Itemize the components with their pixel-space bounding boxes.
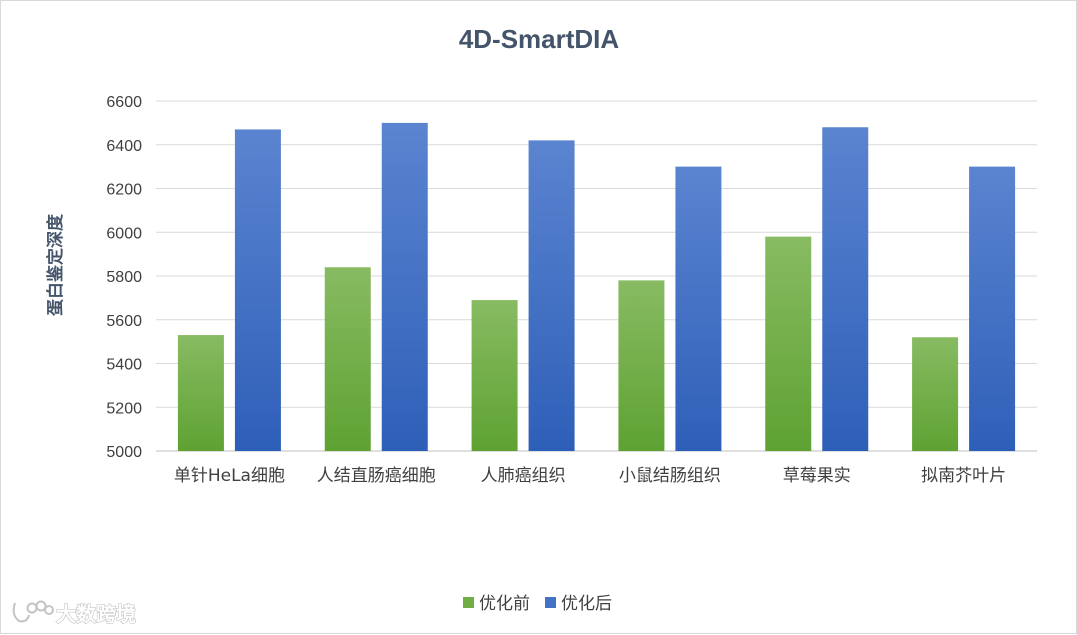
bar-before [618, 280, 665, 451]
y-tick-label: 6200 [106, 182, 142, 199]
y-tick-label: 5800 [106, 269, 142, 286]
watermark: 大数跨境 [12, 600, 137, 627]
bar-before [912, 337, 959, 451]
legend-label: 优化后 [561, 594, 612, 614]
x-tick-label: 单针HeLa细胞 [174, 466, 285, 486]
bar-before [471, 300, 518, 451]
y-tick-label: 6600 [106, 94, 142, 111]
x-tick-label: 拟南芥叶片 [921, 466, 1006, 486]
y-tick-label: 5600 [106, 313, 142, 330]
bar-after [528, 140, 575, 451]
bar-after [822, 127, 869, 451]
y-tick-label: 6400 [106, 138, 142, 155]
legend: 优化前 优化后 [463, 594, 612, 614]
gridlines [156, 100, 1037, 452]
bar-before [324, 267, 371, 451]
y-tick-label: 5400 [106, 357, 142, 374]
x-axis-ticks: 单针HeLa细胞 人结直肠癌细胞 人肺癌组织 小鼠结肠组织 草莓果实 拟南芥叶片 [174, 466, 1006, 486]
x-tick-label: 人结直肠癌细胞 [317, 466, 436, 486]
watermark-text: 大数跨境 [56, 602, 136, 626]
y-axis-ticks: 5000 5200 5400 5600 5800 6000 6200 6400 6600 [106, 94, 142, 461]
x-tick-label: 人肺癌组织 [481, 466, 566, 486]
y-axis-label: 蛋白鉴定深度 [45, 213, 66, 316]
y-tick-label: 5200 [106, 400, 142, 417]
bar-before [765, 236, 812, 451]
chart-title: 4D-SmartDIA [459, 24, 620, 54]
watermark-logo-icon [12, 600, 54, 623]
legend-swatch [463, 597, 474, 608]
x-tick-label: 小鼠结肠组织 [619, 466, 721, 486]
x-tick-label: 草莓果实 [783, 466, 851, 486]
bars [177, 122, 1016, 451]
bar-before [177, 335, 224, 451]
bar-after [234, 129, 281, 451]
legend-swatch [545, 597, 556, 608]
bar-after [969, 166, 1016, 451]
bar-after [381, 122, 428, 451]
y-tick-label: 5000 [106, 444, 142, 461]
y-tick-label: 6000 [106, 225, 142, 242]
legend-label: 优化前 [479, 594, 530, 614]
bar-after [675, 166, 722, 451]
